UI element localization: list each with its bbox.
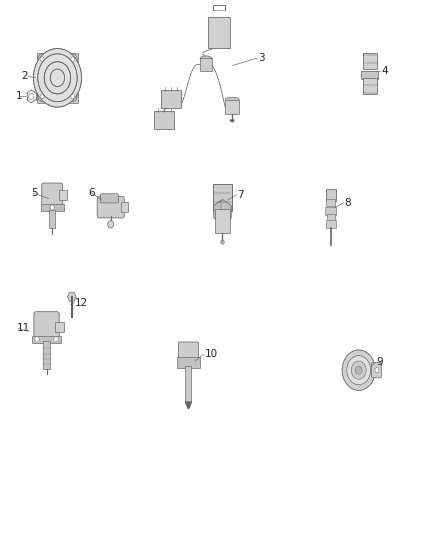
Bar [185, 366, 191, 402]
Circle shape [68, 54, 77, 64]
FancyBboxPatch shape [161, 90, 181, 108]
Circle shape [54, 337, 58, 342]
Circle shape [68, 91, 77, 102]
Ellipse shape [225, 97, 239, 102]
FancyBboxPatch shape [37, 53, 78, 103]
Polygon shape [214, 199, 231, 224]
Text: 5: 5 [31, 188, 38, 198]
FancyBboxPatch shape [325, 189, 336, 200]
Circle shape [221, 240, 224, 244]
Text: 11: 11 [17, 323, 31, 333]
Polygon shape [185, 402, 191, 409]
FancyBboxPatch shape [154, 111, 174, 130]
FancyBboxPatch shape [208, 17, 230, 49]
Bar [59, 190, 67, 200]
Bar [49, 210, 55, 228]
FancyBboxPatch shape [213, 184, 232, 211]
Circle shape [351, 361, 366, 379]
Bar [326, 199, 335, 206]
Text: 8: 8 [344, 198, 351, 208]
Circle shape [347, 356, 371, 385]
Circle shape [71, 94, 74, 99]
Circle shape [33, 49, 81, 107]
FancyBboxPatch shape [42, 183, 63, 207]
FancyBboxPatch shape [34, 312, 59, 340]
Bar [361, 71, 378, 79]
Bar [215, 209, 230, 233]
Text: 2: 2 [21, 71, 28, 81]
Circle shape [33, 49, 81, 107]
Text: 7: 7 [237, 190, 244, 200]
Bar [327, 214, 335, 221]
Bar [55, 322, 64, 333]
Circle shape [40, 57, 44, 61]
Bar [200, 59, 212, 70]
Bar [32, 336, 61, 343]
Circle shape [71, 57, 74, 61]
Circle shape [342, 350, 375, 390]
Bar [121, 202, 128, 212]
FancyBboxPatch shape [178, 342, 198, 359]
Text: 4: 4 [381, 67, 388, 76]
Circle shape [35, 337, 39, 342]
Bar [225, 100, 239, 115]
Bar [326, 220, 336, 228]
FancyBboxPatch shape [371, 362, 381, 378]
FancyBboxPatch shape [97, 197, 124, 218]
Bar [363, 53, 377, 69]
Bar [41, 204, 64, 211]
Text: 3: 3 [258, 53, 265, 63]
Text: 12: 12 [75, 297, 88, 308]
Circle shape [375, 368, 379, 373]
Text: 6: 6 [88, 188, 95, 198]
Bar [43, 341, 50, 368]
Circle shape [40, 94, 44, 99]
Circle shape [50, 205, 54, 210]
Polygon shape [67, 292, 76, 301]
FancyBboxPatch shape [100, 194, 119, 203]
Circle shape [38, 54, 46, 64]
Polygon shape [230, 120, 234, 122]
Circle shape [355, 366, 362, 374]
Text: 10: 10 [205, 349, 218, 359]
Bar [325, 207, 336, 215]
Bar [177, 357, 200, 368]
Ellipse shape [200, 56, 212, 61]
Circle shape [108, 221, 114, 228]
Text: 9: 9 [377, 357, 383, 367]
Circle shape [38, 91, 46, 102]
Bar [363, 78, 377, 94]
Text: 1: 1 [15, 91, 22, 101]
